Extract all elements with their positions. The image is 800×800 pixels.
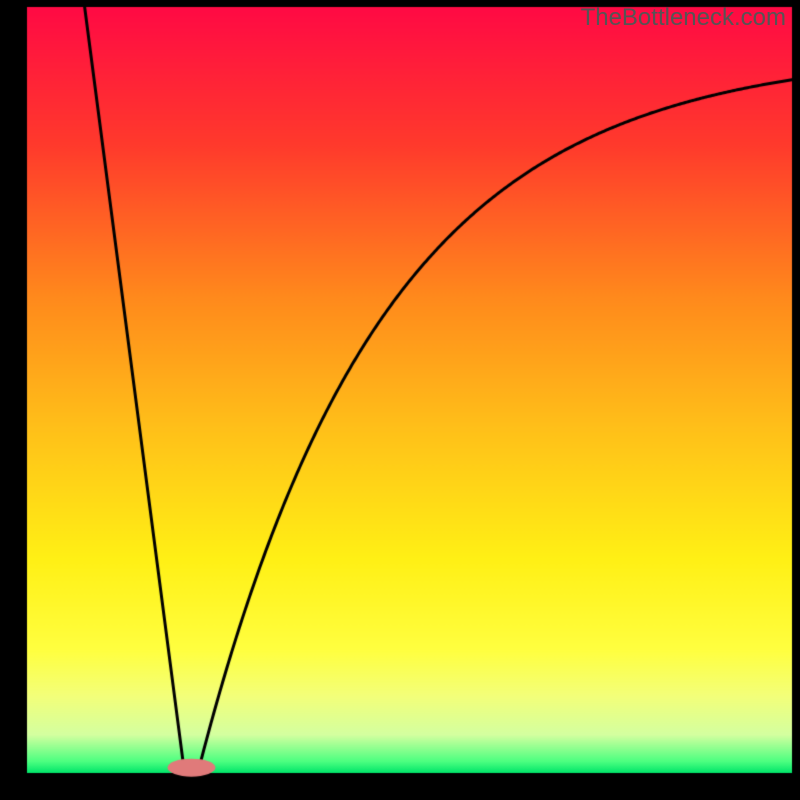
watermark-text: TheBottleneck.com xyxy=(581,4,786,32)
bottleneck-chart-canvas xyxy=(0,0,800,800)
chart-container: TheBottleneck.com xyxy=(0,0,800,800)
